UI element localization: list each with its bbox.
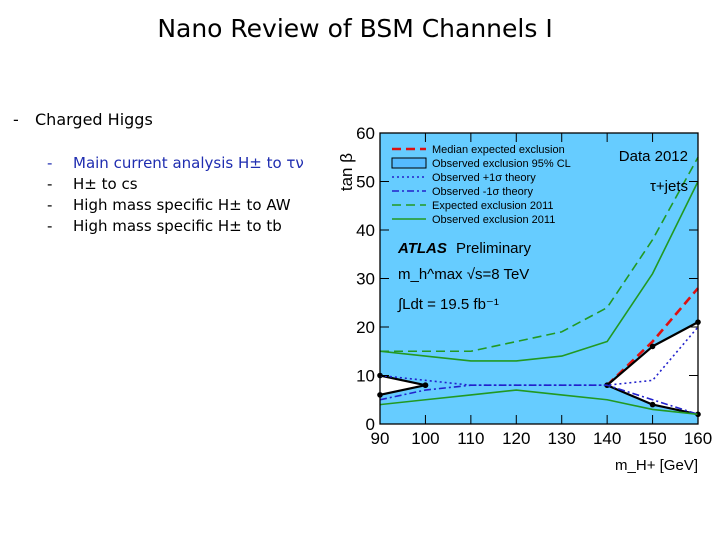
x-tick-label: 90: [371, 429, 390, 448]
plot-annotations: Data 2012 τ+jets ATLAS Preliminary m_h^max √…: [397, 148, 688, 313]
y-tick-label: 60: [356, 124, 375, 143]
y-tick-label: 50: [356, 173, 375, 192]
series-lines-layer: [377, 156, 701, 418]
section-heading: - Charged Higgs: [13, 110, 153, 129]
bullet-text: High mass specific H± to AW: [73, 196, 291, 214]
x-tick-label: 140: [593, 429, 621, 448]
x-tick-label: 160: [684, 429, 712, 448]
y-tick-label: 40: [356, 221, 375, 240]
observed-point: [649, 343, 656, 350]
bullet-item-cs: - H± to cs: [47, 174, 304, 195]
legend-box: [386, 137, 591, 223]
x-tick-label: 100: [411, 429, 439, 448]
bullet-dash: -: [47, 196, 53, 214]
x-tick-label: 120: [502, 429, 530, 448]
observed-point: [422, 382, 429, 389]
allowed-region-high-mass: [607, 322, 698, 415]
bullet-item-tau-nu: - Main current analysis H± to τν: [47, 153, 304, 174]
series-median-expected-exclusion: [606, 287, 699, 387]
allowed-region-low-mass: [380, 375, 426, 395]
series-expected-exclusion-2011: [380, 156, 699, 353]
legend-label: Expected exclusion 2011: [432, 200, 554, 212]
y-axis-title: tan β: [337, 153, 356, 191]
data-label: Data 2012: [619, 148, 688, 165]
y-tick-label: 20: [356, 318, 375, 337]
legend-label: Observed +1σ theory: [432, 172, 536, 184]
bullet-text: Main current analysis H± to τν: [73, 154, 304, 172]
observed-point: [649, 401, 656, 408]
scenario-label: m_h^max √s=8 TeV: [398, 266, 529, 283]
exclusion-plot-svg: Median expected exclusion Observed exclus…: [337, 124, 712, 474]
series-observed-1-theory: [379, 384, 699, 416]
luminosity-label: ∫Ldt = 19.5 fb⁻¹: [397, 296, 499, 313]
exclusion-plot: Median expected exclusion Observed exclus…: [336, 120, 716, 480]
atlas-label: ATLAS: [397, 240, 447, 257]
series-observed-1-theory: [379, 326, 699, 387]
section-bullet: -: [13, 110, 19, 129]
x-tick-label: 150: [638, 429, 666, 448]
y-tick-label: 0: [366, 415, 375, 434]
bullet-list: - Main current analysis H± to τν - H± to c…: [47, 153, 304, 237]
legend-label: Median expected exclusion: [432, 144, 565, 156]
bullet-dash: -: [47, 154, 53, 172]
bullet-dash: -: [47, 175, 53, 193]
bullet-item-aw: - High mass specific H± to AW: [47, 195, 304, 216]
legend-label: Observed exclusion 2011: [432, 214, 555, 226]
legend-label: Observed exclusion 95% CL: [432, 158, 571, 170]
legend-label: Observed -1σ theory: [432, 186, 533, 198]
x-tick-label: 110: [457, 429, 484, 448]
preliminary-label: Preliminary: [456, 240, 532, 257]
series-observed-exclusion-95-cl-seg-0: [379, 374, 426, 387]
x-tick-label: 130: [548, 429, 576, 448]
slide-title: Nano Review of BSM Channels I: [157, 14, 553, 43]
bullet-text: High mass specific H± to tb: [73, 217, 282, 235]
y-tick-label: 10: [356, 367, 375, 386]
series-observed-exclusion-2011-lower: [379, 389, 699, 416]
channel-label: τ+jets: [650, 178, 688, 195]
axes: 90 100 110 120 130 140 150 160 0 10 20 30 40 50 60 m_H+…: [337, 124, 712, 474]
bullet-item-tb: - High mass specific H± to tb: [47, 216, 304, 237]
legend-swatch: [391, 157, 427, 169]
y-tick-label: 30: [356, 270, 375, 289]
section-label: Charged Higgs: [35, 110, 153, 129]
x-axis-title: m_H+ [GeV]: [615, 457, 698, 474]
series-observed-exclusion-2011: [379, 181, 699, 362]
bullet-text: H± to cs: [73, 175, 138, 193]
bullet-dash: -: [47, 217, 53, 235]
legend: Median expected exclusion Observed exclus…: [386, 137, 591, 226]
series-observed-exclusion-95-cl-lower-seg-0: [379, 384, 426, 396]
